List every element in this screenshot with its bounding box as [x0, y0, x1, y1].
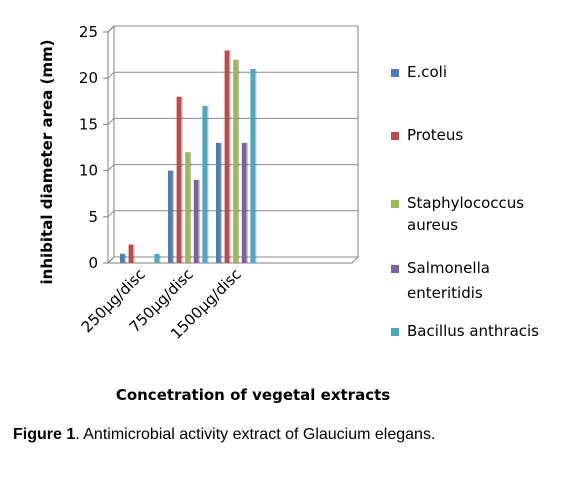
bar — [216, 142, 221, 263]
y-tick-label: 20 — [79, 69, 98, 87]
gridline — [107, 25, 358, 33]
plot-floor — [106, 256, 360, 264]
bar-chart: 0510152025250µg/disc750µg/disc1500µg/dis… — [38, 23, 539, 404]
y-tick-label: 25 — [79, 23, 98, 41]
caption-text: . Antimicrobial activity extract of Glau… — [75, 426, 436, 443]
bar — [120, 253, 125, 263]
bar — [185, 152, 190, 263]
figure-caption: Figure 1. Antimicrobial activity extract… — [13, 425, 541, 445]
bar-side-shade — [159, 253, 161, 263]
y-axis-top-edge — [107, 25, 115, 33]
bar-side-shade — [220, 142, 222, 263]
legend-item: Proteus — [407, 126, 463, 144]
y-tick-label: 15 — [79, 115, 98, 133]
gridline — [107, 164, 358, 171]
bar-side-shade — [172, 170, 174, 263]
x-axis-title: Concetration of vegetal extracts — [116, 386, 390, 404]
bar — [128, 244, 134, 263]
bar-side-shade — [189, 152, 192, 263]
y-tick-label: 10 — [79, 162, 98, 180]
legend-item: Staphylococcus aureus — [407, 194, 524, 234]
bar — [250, 68, 255, 264]
bar-side-shade — [229, 50, 231, 264]
bar — [233, 59, 238, 263]
gridline — [107, 117, 358, 125]
y-tick-label: 0 — [88, 254, 98, 272]
legend-swatch — [391, 200, 399, 208]
bar — [202, 105, 207, 263]
legend-swatch — [391, 132, 399, 140]
legend-swatch — [391, 328, 399, 336]
legend-item: E.coli — [407, 63, 447, 81]
bar-side-shade — [255, 68, 257, 264]
gridline — [107, 256, 358, 264]
bar — [154, 253, 159, 263]
caption-label: Figure 1 — [13, 426, 76, 443]
bar — [224, 50, 230, 264]
bar — [193, 179, 199, 263]
bar-side-shade — [207, 105, 209, 263]
bar-side-shade — [124, 253, 126, 263]
bar-side-shade — [198, 179, 200, 263]
legend-item: Salmonella enteritidis — [407, 259, 490, 302]
legend: E.coli Proteus Staphylococcus aureus Salmone… — [391, 63, 539, 340]
bar — [168, 170, 173, 263]
bar-side-shade — [246, 142, 248, 263]
y-tick-label: 5 — [88, 208, 98, 226]
bar-side-shade — [237, 59, 240, 263]
bar-side-shade — [181, 96, 183, 264]
bar — [176, 96, 182, 264]
bar-side-shade — [133, 244, 135, 263]
y-axis-title: inhibital diameter area (mm) — [38, 40, 56, 285]
legend-swatch — [391, 69, 399, 77]
bar — [241, 142, 247, 263]
gridline — [107, 210, 358, 218]
legend-swatch — [391, 265, 399, 273]
legend-item: Bacillus anthracis — [407, 322, 539, 340]
gridline — [107, 71, 358, 79]
